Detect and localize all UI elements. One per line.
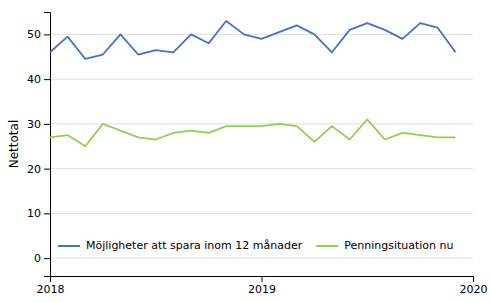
- y-tick: 10: [27, 207, 50, 220]
- y-tick-mark: [44, 79, 50, 80]
- y-tick: 0: [34, 252, 50, 265]
- grid-line: [50, 123, 473, 124]
- legend-background: [54, 238, 458, 255]
- grid-line: [50, 258, 473, 259]
- y-tick-label: 10: [27, 207, 41, 220]
- y-tick: 20: [27, 163, 50, 176]
- legend-swatch: [316, 245, 338, 247]
- x-tick-mark: [262, 276, 263, 282]
- y-tick-mark: [44, 34, 50, 35]
- legend-item: Möjligheter att spara inom 12 månader: [58, 239, 303, 252]
- x-tick: 2019: [248, 276, 276, 296]
- y-tick-mark: [44, 213, 50, 214]
- legend-label: Penningsituation nu: [344, 239, 453, 252]
- x-tick-label: 2018: [37, 283, 65, 296]
- grid: [50, 34, 473, 258]
- y-tick-label: 20: [27, 163, 41, 176]
- grid-line: [50, 34, 473, 35]
- grid-line: [50, 213, 473, 214]
- y-axis: 0 10 20 30 40 50: [27, 13, 51, 277]
- y-tick-mark: [44, 124, 50, 125]
- x-tick: 2020: [460, 276, 488, 296]
- grid-line: [50, 168, 473, 169]
- series-line: [50, 119, 455, 146]
- y-tick-mark: [44, 258, 50, 259]
- grid-line: [50, 79, 473, 80]
- y-tick-label: 0: [34, 252, 41, 265]
- lines: [50, 21, 455, 146]
- legend-swatch: [58, 245, 80, 247]
- x-axis: 2018 2019 2020: [37, 276, 488, 296]
- series-line: [50, 21, 455, 59]
- y-tick-mark: [44, 169, 50, 170]
- y-tick: 50: [27, 28, 50, 41]
- y-tick: 30: [27, 118, 50, 131]
- legend-item: Penningsituation nu: [316, 239, 453, 252]
- legend: Möjligheter att spara inom 12 månader Pen…: [54, 238, 458, 255]
- x-tick: 2018: [37, 276, 65, 296]
- legend-label: Möjligheter att spara inom 12 månader: [86, 239, 303, 252]
- x-tick-label: 2020: [460, 283, 488, 296]
- x-tick-label: 2019: [248, 283, 276, 296]
- x-axis-line: [51, 277, 474, 283]
- y-tick-label: 50: [27, 28, 41, 41]
- y-tick-label: 40: [27, 73, 41, 86]
- plot-area: 2018 2019 2020 0 10 20 30 40 50 Möjligheter att s…: [27, 13, 488, 296]
- y-axis-title: Nettotal: [7, 120, 21, 169]
- y-tick-label: 30: [27, 118, 41, 131]
- y-tick: 40: [27, 73, 50, 86]
- y-axis-line: [44, 13, 51, 277]
- chart: 2018 2019 2020 0 10 20 30 40 50 Möjligheter att s…: [0, 0, 491, 302]
- x-tick-mark: [473, 276, 474, 282]
